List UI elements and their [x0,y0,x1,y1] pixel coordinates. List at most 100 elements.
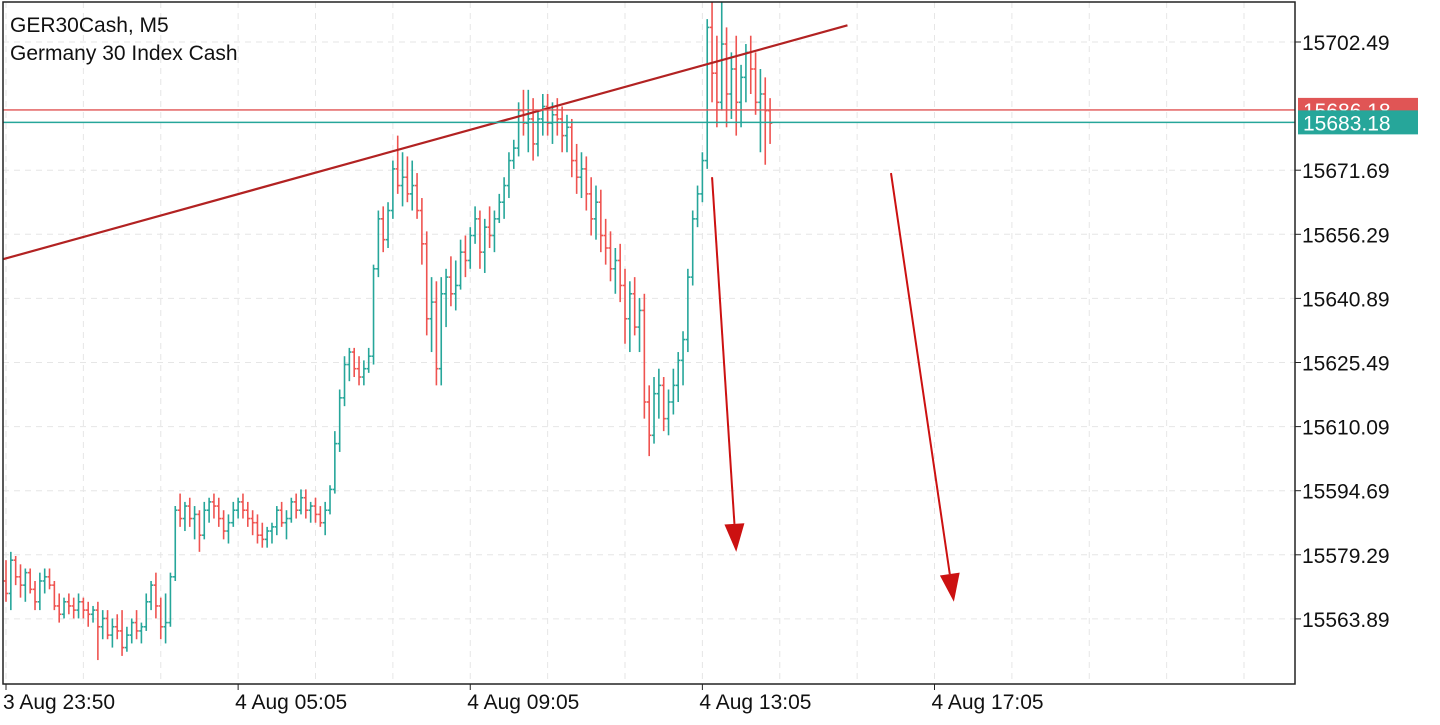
ohlc-bar [637,297,642,353]
ohlc-bar [110,618,115,648]
instrument-name-label: Germany 30 Index Cash [10,42,238,65]
ohlc-bar [458,239,463,290]
ohlc-bar [448,256,454,307]
ohlc-bar [182,501,188,532]
ohlc-bar [332,431,338,494]
ohlc-bar [327,485,333,515]
ohlc-bar [758,69,763,153]
ohlc-bar [705,19,710,169]
arrow-shaft [889,172,951,575]
ohlc-bar [709,2,715,103]
ohlc-bar [100,610,105,640]
ohlc-bar [700,152,705,203]
ohlc-bar [685,268,691,353]
grid [3,2,1295,684]
ohlc-bar [622,268,628,344]
bid-price-tag [1298,110,1418,135]
ohlc-bar [47,568,52,590]
x-tick-label: 3 Aug 23:50 [3,691,115,714]
ohlc-bar [719,2,724,111]
ohlc-bar [168,572,173,627]
ohlc-bar [443,268,449,328]
ohlc-bar [211,493,217,519]
ohlc-bar [492,210,497,253]
ohlc-bar [608,231,613,282]
ohlc-bar [173,506,178,581]
ohlc-bar [284,510,289,540]
ohlc-bar [356,356,362,386]
drawings [2,24,1295,602]
ohlc-bar [235,497,241,519]
ohlc-bar [463,235,468,278]
ohlc-bar [642,293,647,419]
ohlc-bars [3,2,773,661]
ohlc-bar [293,493,299,519]
ohlc-bar [714,35,720,128]
ohlc-bar [748,35,753,94]
ohlc-bar [371,264,376,365]
ohlc-bar [66,593,72,615]
ohlc-bar [366,347,371,373]
ohlc-bar [226,514,231,544]
ohlc-bar [530,98,536,161]
ohlc-bar [337,389,342,452]
ohlc-bar [274,506,280,536]
ohlc-bar [27,568,33,594]
ohlc-bar [3,560,9,602]
ohlc-bar [395,135,400,194]
ohlc-bar [671,368,676,415]
ohlc-bar [18,564,23,598]
ohlc-bar [613,247,618,294]
ohlc-bar [579,152,584,199]
trendline [2,24,848,261]
x-tick-label: 4 Aug 05:05 [235,691,347,714]
y-tick-label: 15579.29 [1302,545,1390,568]
ohlc-bar [347,347,352,382]
ohlc-bar [569,118,575,178]
ohlc-bar [468,227,473,269]
ohlc-bar [410,160,415,211]
ohlc-bar [627,281,633,353]
ohlc-bar [298,489,304,515]
ohlc-bar [303,489,309,519]
ohlc-bar [163,593,168,644]
ohlc-bar [139,622,144,644]
ohlc-bar [245,501,250,527]
ohlc-bar [8,551,14,611]
ohlc-bar [231,501,236,527]
ohlc-bar [361,360,367,386]
ohlc-bar [501,177,507,219]
ohlc-bar [308,501,313,523]
ohlc-bar [61,597,67,619]
ohlc-bar [95,601,101,661]
ohlc-bar [661,377,666,432]
y-tick-label: 15625.49 [1302,353,1390,376]
ohlc-bar [381,206,386,253]
y-tick-label: 15671.69 [1302,160,1390,183]
ohlc-bar [584,156,589,211]
x-tick-label: 4 Aug 17:05 [932,691,1044,714]
arrow-head [724,523,745,552]
ohlc-bar [158,597,163,640]
ohlc-bar [651,377,657,444]
ohlc-bar [86,601,91,627]
ohlc-bar [255,514,260,544]
y-tick-label: 15563.89 [1302,609,1390,632]
ohlc-bar [240,493,246,519]
ohlc-bar [666,389,671,436]
ohlc-bar [526,89,531,153]
ohlc-bar [680,331,686,386]
ohlc-bar [511,139,516,169]
ohlc-bar [134,610,139,640]
ohlc-bar [32,580,38,611]
ohlc-bar [351,347,357,378]
ohlc-bar [690,210,695,286]
ohlc-bar [521,89,526,136]
y-tick-label: 15640.89 [1302,288,1390,311]
ohlc-bar [593,185,599,240]
ohlc-bar [564,114,570,153]
ohlc-bar [574,143,579,194]
ohlc-bar [37,572,43,611]
